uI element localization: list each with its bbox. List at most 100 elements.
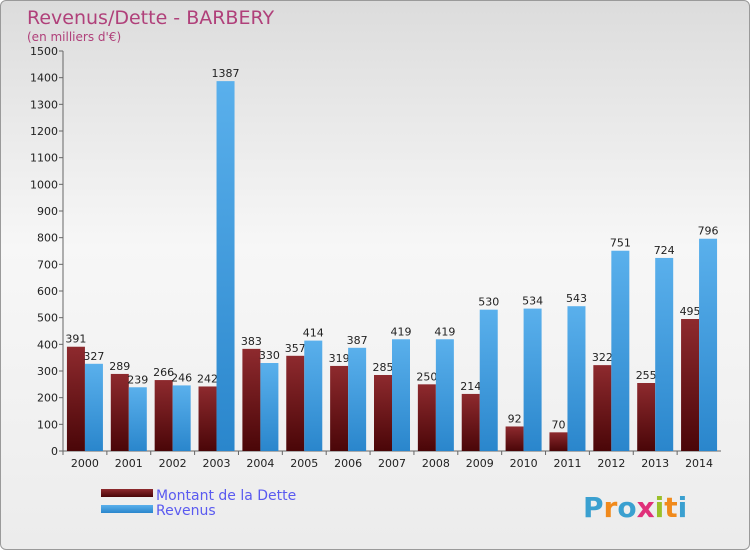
bar-revenus [611, 250, 630, 451]
bar-debt [154, 380, 173, 451]
y-tick-label: 100 [37, 418, 58, 431]
value-label-debt: 289 [109, 360, 130, 373]
bar-revenus [567, 306, 586, 451]
x-tick-label: 2008 [422, 457, 450, 470]
x-tick-label: 2013 [641, 457, 669, 470]
bar-revenus [84, 363, 103, 451]
x-tick-label: 2010 [510, 457, 538, 470]
value-label-revenus: 330 [259, 349, 280, 362]
y-tick-label: 1300 [30, 98, 58, 111]
bar-revenus [348, 347, 367, 451]
bar-debt [374, 375, 392, 451]
value-label-revenus: 534 [522, 295, 543, 308]
value-label-debt: 214 [460, 380, 481, 393]
bar-revenus [699, 238, 718, 451]
value-label-revenus: 246 [171, 371, 192, 384]
value-label-debt: 391 [65, 333, 86, 346]
y-tick-label: 200 [37, 392, 58, 405]
value-label-debt: 250 [416, 370, 437, 383]
y-tick-label: 1000 [30, 178, 58, 191]
bar-debt [637, 383, 656, 451]
bar-debt [66, 346, 85, 451]
bar-revenus [304, 340, 323, 451]
x-tick-label: 2005 [290, 457, 318, 470]
y-tick-label: 1100 [30, 152, 58, 165]
value-label-revenus: 419 [391, 325, 412, 338]
logo-letter: P [583, 491, 604, 524]
y-tick-label: 700 [37, 258, 58, 271]
bar-debt [681, 319, 700, 451]
chart-title: Revenus/Dette - BARBERY [27, 7, 274, 29]
bar-debt [198, 386, 217, 451]
value-label-debt: 242 [197, 372, 218, 385]
value-label-revenus: 543 [566, 292, 587, 305]
x-tick-label: 2011 [553, 457, 581, 470]
x-tick-label: 2002 [159, 457, 187, 470]
legend-label-revenus: Revenus [156, 503, 216, 519]
bar-debt [417, 384, 436, 451]
bar-debt [110, 373, 129, 451]
bar-revenus [479, 309, 498, 451]
value-label-debt: 495 [680, 305, 701, 318]
value-label-revenus: 414 [303, 327, 324, 340]
value-label-revenus: 239 [127, 373, 148, 386]
bar-revenus [392, 339, 410, 451]
y-tick-label: 0 [51, 445, 58, 458]
value-label-revenus: 751 [610, 237, 631, 250]
y-tick-label: 500 [37, 312, 58, 325]
value-label-debt: 255 [636, 369, 657, 382]
y-tick-label: 900 [37, 205, 58, 218]
bars-group: 391 289 266 242 383 357 319 285 250 214 92 70 322 255… [65, 67, 719, 451]
bar-debt [593, 365, 612, 451]
bar-revenus [128, 387, 147, 451]
x-tick-label: 2009 [466, 457, 494, 470]
y-tick-label: 800 [37, 232, 58, 245]
x-tick-label: 2006 [334, 457, 362, 470]
y-tick-label: 1500 [30, 45, 58, 58]
logo-letter: t [664, 491, 677, 524]
x-tick-label: 2014 [685, 457, 713, 470]
x-tick-label: 2007 [378, 457, 406, 470]
value-label-revenus: 387 [347, 334, 368, 347]
bar-debt [461, 393, 480, 451]
x-tick-label: 2000 [71, 457, 99, 470]
bar-revenus [523, 308, 542, 451]
value-label-debt: 92 [508, 412, 522, 425]
legend-swatch-debt [101, 489, 153, 497]
legend-swatch-revenus [101, 505, 153, 513]
value-label-debt: 383 [241, 335, 262, 348]
value-label-debt: 322 [592, 351, 613, 364]
y-tick-label: 400 [37, 338, 58, 351]
legend-label-debt: Montant de la Dette [156, 488, 296, 504]
value-label-debt: 285 [373, 361, 394, 374]
y-tick-label: 600 [37, 285, 58, 298]
bar-debt [549, 432, 568, 451]
bar-revenus [655, 257, 674, 451]
value-label-revenus: 327 [83, 350, 104, 363]
x-tick-label: 2012 [597, 457, 625, 470]
logo-letter: x [637, 491, 655, 524]
x-tick-label: 2004 [246, 457, 274, 470]
x-tick-label: 2003 [203, 457, 231, 470]
bar-debt [505, 426, 524, 451]
chart-subtitle: (en milliers d'€) [27, 30, 121, 44]
y-tick-label: 1200 [30, 125, 58, 138]
x-tick-label: 2001 [115, 457, 143, 470]
value-label-debt: 70 [551, 418, 565, 431]
bar-revenus [260, 363, 279, 451]
y-axis: 0 100 200 300 400 500 600 700 800 900 1000 1100 1200… [30, 45, 64, 458]
value-label-debt: 266 [153, 366, 174, 379]
bar-revenus [172, 385, 191, 451]
value-label-revenus: 530 [478, 296, 499, 309]
bar-revenus [216, 81, 235, 451]
logo-letter: i [655, 491, 665, 524]
value-label-debt: 319 [329, 352, 350, 365]
value-label-revenus: 419 [434, 325, 455, 338]
bar-debt [286, 355, 305, 451]
bar-revenus [435, 339, 454, 451]
bar-debt [330, 365, 349, 451]
legend: Montant de la Dette Revenus [101, 488, 296, 519]
logo-letter: r [604, 491, 618, 524]
